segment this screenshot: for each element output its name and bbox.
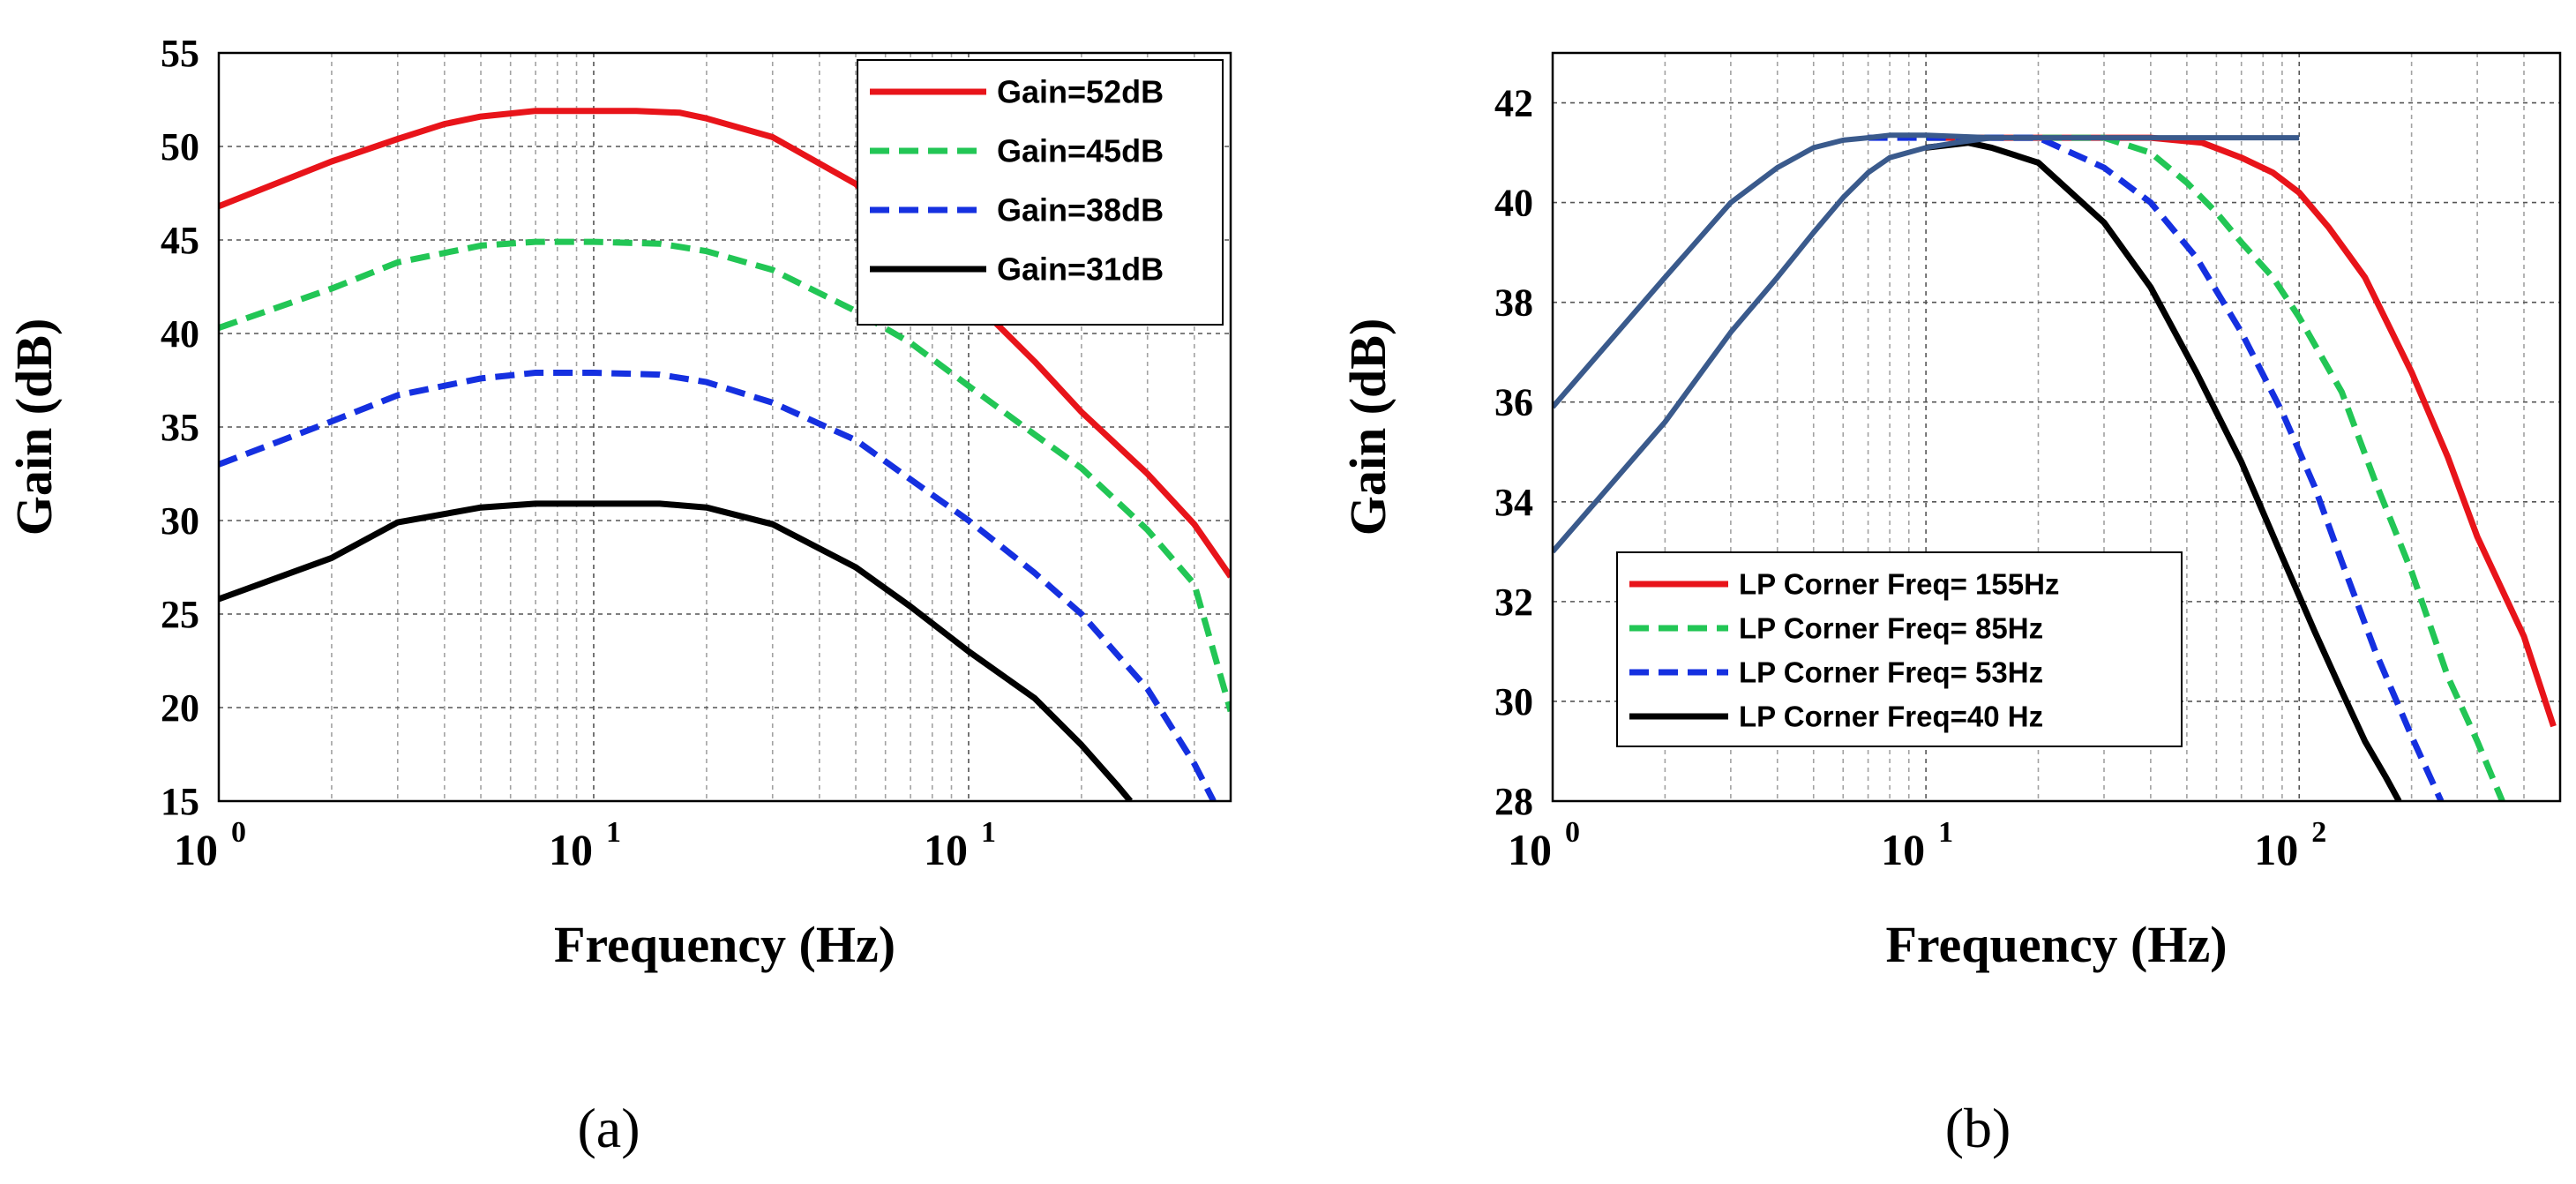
y-tick-label: 28 xyxy=(1494,780,1533,823)
legend-label: Gain=31dB xyxy=(997,251,1164,288)
y-tick-label: 40 xyxy=(161,312,199,356)
legend-label: LP Corner Freq= 155Hz xyxy=(1739,568,2059,601)
y-tick-label: 45 xyxy=(161,219,199,262)
y-tick-label: 50 xyxy=(161,125,199,169)
y-tick-label: 55 xyxy=(161,32,199,75)
x-tick-exponent: 0 xyxy=(1565,816,1580,849)
x-tick-label: 10 xyxy=(1881,825,1925,874)
x-tick-exponent: 2 xyxy=(2311,816,2326,849)
x-axis-label: Frequency (Hz) xyxy=(554,916,895,973)
series-line-gain-31db xyxy=(219,504,1130,801)
y-axis-label: Gain (dB) xyxy=(1339,318,1397,536)
x-tick-label: 10 xyxy=(549,825,593,874)
x-tick-exponent: 1 xyxy=(981,816,996,849)
y-tick-label: 35 xyxy=(161,406,199,449)
legend-label: Gain=38dB xyxy=(997,192,1164,229)
y-tick-label: 30 xyxy=(161,499,199,543)
legend-label: LP Corner Freq= 53Hz xyxy=(1739,656,2043,689)
x-tick-exponent: 1 xyxy=(1938,816,1953,849)
legend-label: Gain=52dB xyxy=(997,74,1164,110)
y-tick-label: 34 xyxy=(1494,481,1533,524)
x-axis-label: Frequency (Hz) xyxy=(1885,916,2227,973)
x-tick-label: 10 xyxy=(2254,825,2298,874)
y-tick-label: 25 xyxy=(161,593,199,636)
legend: Gain=52dB Gain=45dB Gain=38dB Gain=31dB xyxy=(857,60,1223,325)
legend-label: Gain=45dB xyxy=(997,133,1164,169)
y-tick-label: 42 xyxy=(1494,82,1533,125)
y-tick-label: 20 xyxy=(161,686,199,730)
panel-label: (a) xyxy=(577,1097,640,1159)
y-tick-label: 38 xyxy=(1494,281,1533,325)
panel-label: (b) xyxy=(1945,1097,2011,1159)
x-tick-label: 10 xyxy=(174,825,218,874)
chart-b: 28 30 32 34 36 38 40 42 10 0 10 1 10 2 LP Corner Freq=… xyxy=(1339,53,2560,1159)
x-tick-label: 10 xyxy=(924,825,968,874)
unlabeled-series-line xyxy=(1553,135,2299,407)
y-tick-label: 32 xyxy=(1494,581,1533,624)
y-tick-label: 40 xyxy=(1494,182,1533,225)
series-line-gain-38db xyxy=(219,373,1214,802)
x-tick-exponent: 1 xyxy=(606,816,621,849)
legend: LP Corner Freq= 155Hz LP Corner Freq= 85H… xyxy=(1617,552,2182,746)
y-tick-label: 30 xyxy=(1494,680,1533,723)
x-tick-exponent: 0 xyxy=(231,816,246,849)
x-tick-label: 10 xyxy=(1508,825,1552,874)
y-tick-label: 36 xyxy=(1494,381,1533,424)
y-tick-label: 15 xyxy=(161,780,199,823)
legend-label: LP Corner Freq= 85Hz xyxy=(1739,612,2043,645)
figure: 15202530354045505510 0 10 1 10 1Gain=52dBGain… xyxy=(0,0,2576,1184)
legend-label: LP Corner Freq=40 Hz xyxy=(1739,701,2043,733)
y-axis-label: Gain (dB) xyxy=(5,318,63,536)
